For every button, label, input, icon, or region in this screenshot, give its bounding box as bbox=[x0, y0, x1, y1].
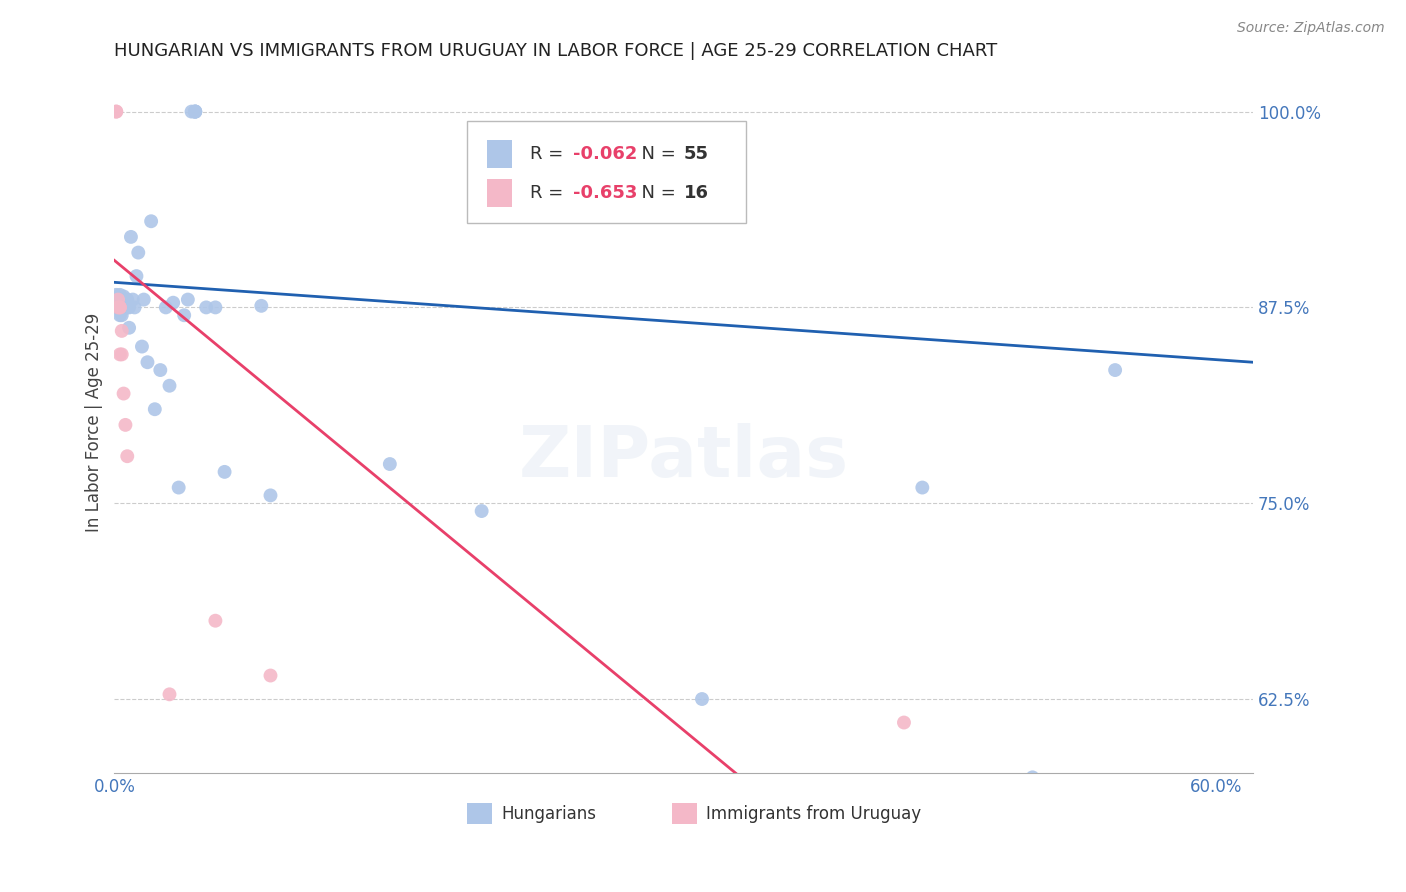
Point bbox=[1104, 363, 1126, 377]
Point bbox=[184, 104, 207, 119]
Point bbox=[121, 293, 143, 307]
Point bbox=[108, 301, 131, 315]
Point bbox=[690, 692, 713, 706]
Point bbox=[112, 386, 135, 401]
Point bbox=[111, 308, 134, 322]
Point bbox=[107, 293, 129, 307]
Point bbox=[114, 417, 136, 432]
Bar bbox=[672, 804, 697, 824]
Point bbox=[177, 293, 200, 307]
Point bbox=[111, 301, 134, 315]
FancyBboxPatch shape bbox=[467, 121, 747, 223]
Bar bbox=[486, 179, 512, 207]
Point bbox=[250, 299, 273, 313]
Point bbox=[112, 301, 135, 315]
Point bbox=[149, 363, 172, 377]
Point bbox=[114, 301, 136, 315]
Point bbox=[162, 295, 184, 310]
Point bbox=[114, 301, 136, 315]
Point bbox=[112, 301, 135, 315]
Point bbox=[117, 301, 139, 315]
Point bbox=[120, 230, 142, 244]
Point bbox=[184, 104, 207, 119]
Point bbox=[136, 355, 159, 369]
Point bbox=[118, 301, 141, 315]
Text: Source: ZipAtlas.com: Source: ZipAtlas.com bbox=[1237, 21, 1385, 35]
Point bbox=[108, 301, 131, 315]
Point bbox=[214, 465, 236, 479]
Point bbox=[159, 378, 181, 392]
Point bbox=[111, 347, 134, 361]
Point bbox=[107, 301, 129, 315]
Text: R =: R = bbox=[530, 184, 569, 202]
Point bbox=[107, 301, 129, 315]
Point bbox=[108, 301, 131, 315]
Point bbox=[131, 340, 153, 354]
Point bbox=[155, 301, 177, 315]
Text: -0.653: -0.653 bbox=[574, 184, 637, 202]
Point bbox=[204, 301, 226, 315]
Text: Immigrants from Uruguay: Immigrants from Uruguay bbox=[706, 805, 921, 823]
Text: Hungarians: Hungarians bbox=[502, 805, 596, 823]
Text: N =: N = bbox=[630, 184, 682, 202]
Point bbox=[184, 104, 207, 119]
Point bbox=[108, 293, 131, 307]
Point bbox=[167, 481, 190, 495]
Point bbox=[105, 104, 128, 119]
Point bbox=[108, 288, 131, 302]
Point bbox=[108, 308, 131, 322]
Point bbox=[259, 488, 281, 502]
Point bbox=[105, 104, 128, 119]
Text: N =: N = bbox=[630, 145, 682, 163]
Y-axis label: In Labor Force | Age 25-29: In Labor Force | Age 25-29 bbox=[86, 313, 103, 533]
Point bbox=[112, 289, 135, 303]
Bar bbox=[467, 804, 492, 824]
Point bbox=[378, 457, 401, 471]
Text: 16: 16 bbox=[683, 184, 709, 202]
Point bbox=[127, 245, 149, 260]
Text: HUNGARIAN VS IMMIGRANTS FROM URUGUAY IN LABOR FORCE | AGE 25-29 CORRELATION CHAR: HUNGARIAN VS IMMIGRANTS FROM URUGUAY IN … bbox=[114, 42, 998, 60]
Point bbox=[124, 301, 146, 315]
Point bbox=[1021, 770, 1043, 784]
Point bbox=[107, 293, 129, 307]
Point bbox=[184, 104, 207, 119]
Point bbox=[105, 288, 128, 302]
Text: 55: 55 bbox=[683, 145, 709, 163]
Point bbox=[117, 293, 139, 307]
Point bbox=[125, 268, 148, 283]
Point bbox=[105, 293, 128, 307]
Text: -0.062: -0.062 bbox=[574, 145, 637, 163]
Point bbox=[118, 320, 141, 334]
Point bbox=[111, 295, 134, 310]
Point bbox=[159, 687, 181, 701]
Point bbox=[139, 214, 162, 228]
Point bbox=[195, 301, 218, 315]
Point bbox=[173, 308, 195, 322]
Point bbox=[132, 293, 155, 307]
Point bbox=[108, 347, 131, 361]
Point bbox=[117, 449, 139, 463]
Point bbox=[114, 293, 136, 307]
Point bbox=[259, 668, 281, 682]
Point bbox=[107, 301, 129, 315]
Point bbox=[204, 614, 226, 628]
Point bbox=[893, 715, 915, 730]
Point bbox=[911, 481, 934, 495]
Point bbox=[471, 504, 494, 518]
Text: R =: R = bbox=[530, 145, 569, 163]
Point bbox=[111, 324, 134, 338]
Point bbox=[143, 402, 166, 417]
Text: ZIPatlas: ZIPatlas bbox=[519, 423, 849, 492]
Bar bbox=[486, 140, 512, 169]
Point bbox=[180, 104, 202, 119]
